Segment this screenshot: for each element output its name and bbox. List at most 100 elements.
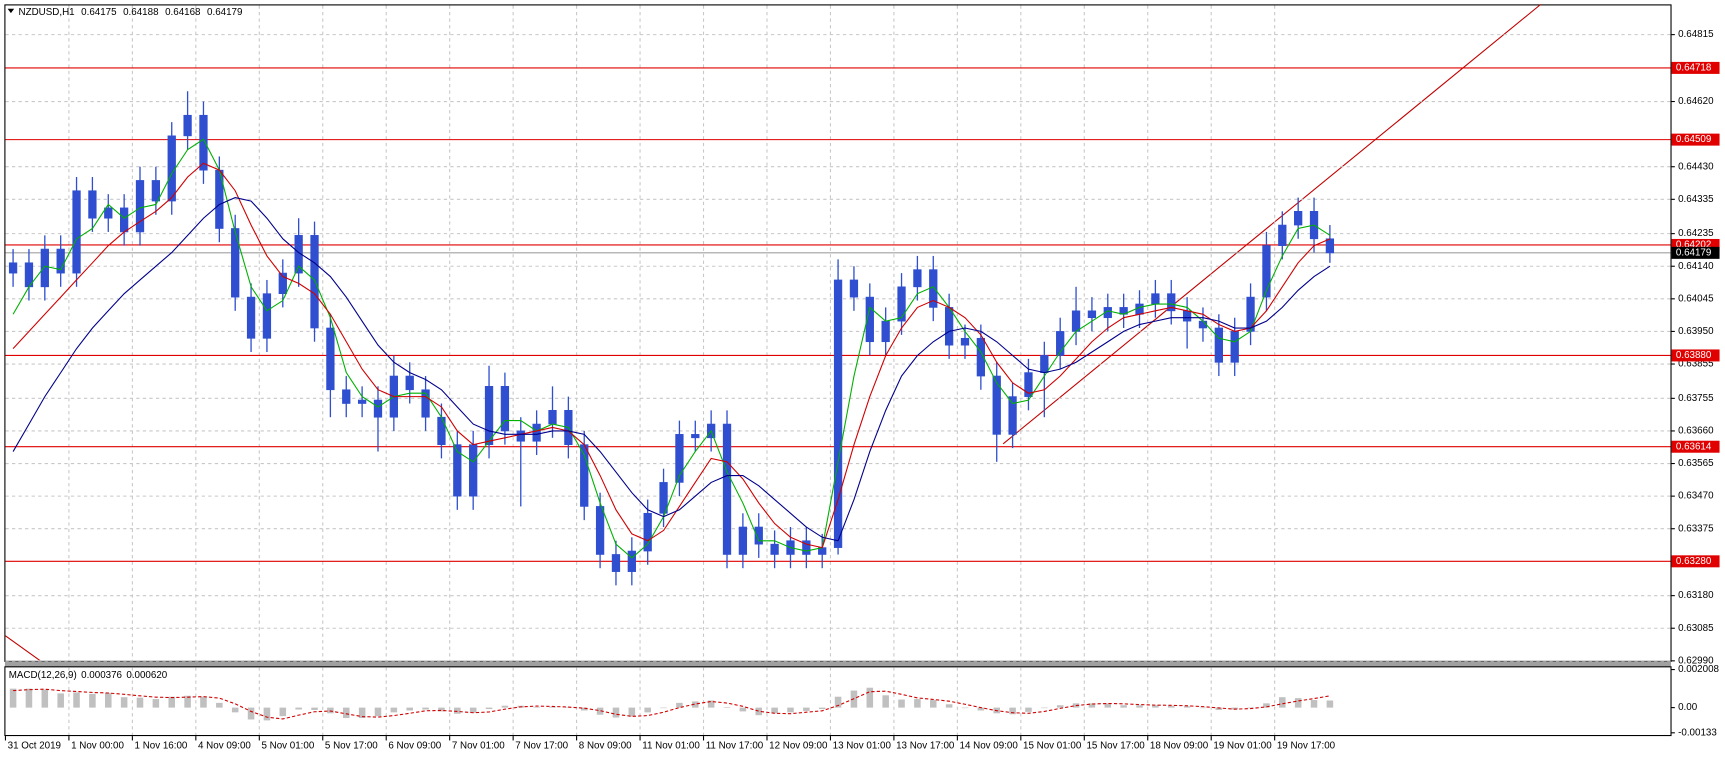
macd-bar xyxy=(358,707,366,719)
macd-bar xyxy=(200,696,207,708)
candle-body xyxy=(357,399,367,404)
macd-bar xyxy=(771,707,778,714)
candle-body xyxy=(532,423,541,442)
y-tick-label: 0.64430 xyxy=(1678,161,1714,172)
candle-body xyxy=(231,228,240,298)
header-value: 0.64188 xyxy=(123,7,159,18)
macd-bar xyxy=(1136,705,1143,708)
macd-bar xyxy=(866,687,874,708)
macd-bar xyxy=(1120,705,1127,708)
macd-bar xyxy=(1152,705,1159,708)
macd-bar xyxy=(184,695,191,708)
candle-body xyxy=(199,114,208,171)
candle-body xyxy=(151,180,161,202)
y-tick-label: 0.64045 xyxy=(1678,293,1714,304)
macd-bar xyxy=(454,707,461,714)
candle-body xyxy=(738,526,748,555)
macd-bar xyxy=(803,707,810,711)
macd-bar xyxy=(1199,707,1207,709)
macd-bar xyxy=(1167,705,1175,708)
macd-bar xyxy=(105,692,112,708)
candle-body xyxy=(104,207,113,219)
macd-bar xyxy=(342,707,350,719)
macd-bar xyxy=(89,693,96,708)
x-tick-label: 13 Nov 17:00 xyxy=(896,740,955,751)
candle-body xyxy=(119,207,129,233)
candle-body xyxy=(643,512,652,552)
y-tick-label: 0.63470 xyxy=(1678,491,1714,502)
candle-body xyxy=(262,293,272,339)
level-label: 0.64509 xyxy=(1676,134,1711,145)
macd-bar xyxy=(25,688,33,708)
candle-body xyxy=(675,434,684,483)
candle-body xyxy=(246,296,256,339)
candle-body xyxy=(88,190,97,219)
indicator-name: MACD(12,26,9) xyxy=(9,670,77,681)
macd-bar xyxy=(485,707,493,710)
y-tick-label: 0.63660 xyxy=(1678,426,1714,437)
candle-body xyxy=(1278,224,1287,246)
candle-body xyxy=(944,307,954,346)
macd-bar xyxy=(469,707,477,713)
macd-bar xyxy=(977,707,985,711)
candle-body xyxy=(72,190,81,274)
y-tick-label: 0.63085 xyxy=(1678,623,1714,634)
macd-bar xyxy=(644,707,651,713)
candle-body xyxy=(405,375,414,391)
candle-body xyxy=(167,135,176,202)
level-label: 0.63880 xyxy=(1676,350,1712,361)
candle-body xyxy=(1294,211,1303,226)
macd-bar xyxy=(898,699,905,708)
level-tag xyxy=(1671,349,1720,362)
macd-bar xyxy=(1310,700,1318,708)
header-value: 0.64168 xyxy=(165,7,201,18)
moving-average xyxy=(12,138,1331,559)
header-value: 0.000376 xyxy=(81,670,122,681)
macd-bar xyxy=(9,688,17,708)
candle-body xyxy=(865,296,874,343)
macd-bar xyxy=(1263,703,1270,708)
trend-line xyxy=(5,635,41,662)
candle-body xyxy=(1008,396,1017,435)
macd-bar xyxy=(1009,707,1016,715)
level-label: 0.63280 xyxy=(1676,556,1712,567)
x-tick-label: 15 Nov 17:00 xyxy=(1086,740,1145,751)
candle-body xyxy=(722,423,732,555)
candle-body xyxy=(548,410,557,425)
candle-body xyxy=(484,386,494,445)
macd-bar xyxy=(374,707,382,717)
header-value: 0.64175 xyxy=(81,7,117,18)
menu-arrow[interactable] xyxy=(7,8,15,14)
macd-bar xyxy=(580,707,588,711)
y-tick-label: 0.64620 xyxy=(1678,96,1714,107)
candle-body xyxy=(294,235,303,274)
x-tick-label: 19 Nov 17:00 xyxy=(1277,740,1336,751)
y-tick-label: 0.64140 xyxy=(1678,261,1714,272)
y-tick-label: 0.63950 xyxy=(1678,326,1714,337)
candle-body xyxy=(897,286,906,322)
moving-average xyxy=(12,162,1331,549)
y-tick-label: 0.63180 xyxy=(1678,590,1714,601)
candle-body xyxy=(1214,327,1223,363)
candle-body xyxy=(135,180,145,233)
macd-bar xyxy=(136,697,144,708)
level-tag xyxy=(1671,555,1720,568)
macd-bar xyxy=(216,702,223,708)
candle-body xyxy=(56,248,65,274)
macd-bar xyxy=(882,695,889,708)
header-value: 0.64179 xyxy=(207,7,242,18)
macd-bar xyxy=(961,707,969,709)
candle-body xyxy=(1040,355,1049,373)
x-tick-label: 13 Nov 01:00 xyxy=(833,740,892,751)
candle-body xyxy=(691,434,700,439)
header-value: 0.000620 xyxy=(126,670,167,681)
candle-body xyxy=(659,482,668,514)
candle-body xyxy=(754,526,763,545)
y-tick-label: 0.64235 xyxy=(1678,228,1714,239)
macd-frame xyxy=(4,666,1672,737)
candle-body xyxy=(469,444,478,497)
macd-bar xyxy=(390,707,398,713)
current-price-label: 0.64179 xyxy=(1676,247,1711,258)
x-tick-label: 6 Nov 09:00 xyxy=(388,740,441,751)
